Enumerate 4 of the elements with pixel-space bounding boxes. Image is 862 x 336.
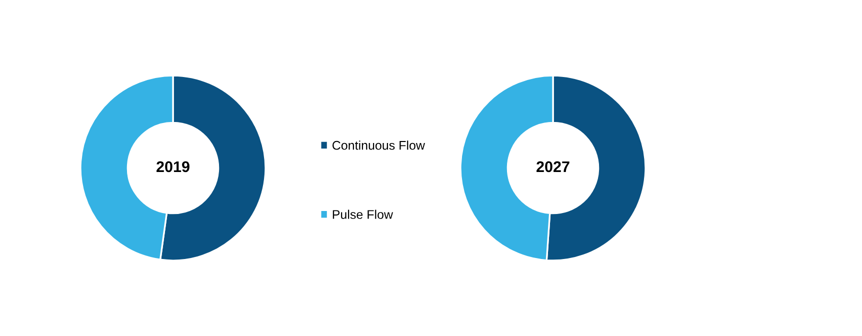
text: 2019 bbox=[156, 161, 190, 172]
legend-label: Pulse Flow bbox=[332, 210, 394, 219]
legend-label: Continuous Flow bbox=[332, 140, 426, 150]
text: 2027 bbox=[536, 161, 570, 172]
